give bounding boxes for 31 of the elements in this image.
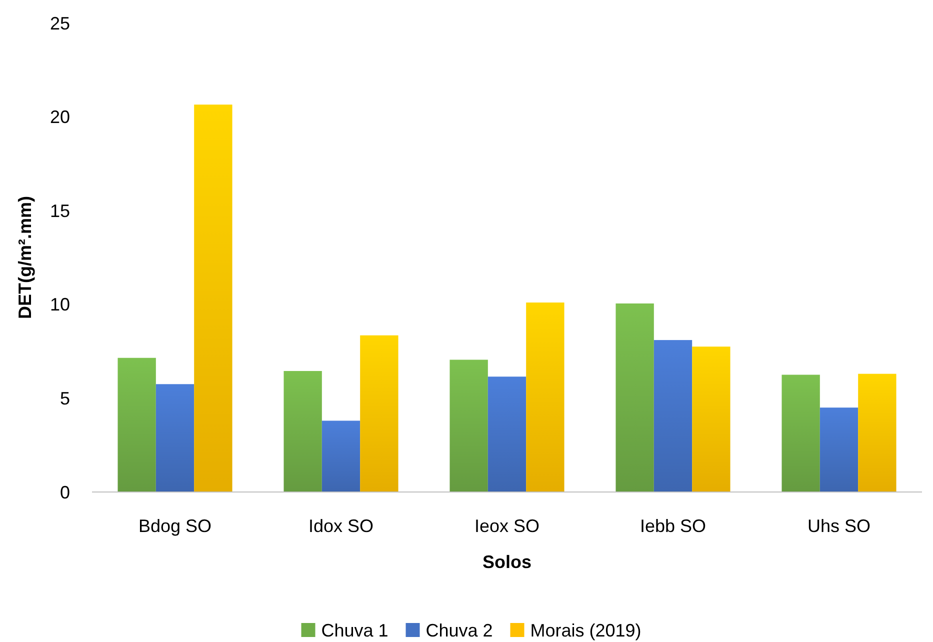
x-tick-label: Ieox SO bbox=[474, 516, 540, 536]
bar bbox=[692, 346, 730, 492]
y-tick-label: 15 bbox=[50, 200, 70, 221]
legend-label: Chuva 2 bbox=[426, 620, 493, 640]
bar bbox=[526, 302, 564, 492]
y-tick-label: 25 bbox=[50, 13, 70, 34]
bar bbox=[616, 303, 654, 492]
x-tick-label: Iebb SO bbox=[640, 516, 706, 536]
bar bbox=[488, 376, 526, 492]
x-axis-title: Solos bbox=[482, 552, 532, 572]
x-tick-label: Uhs SO bbox=[807, 516, 871, 536]
bar bbox=[322, 420, 360, 492]
y-tick-label: 0 bbox=[60, 482, 70, 502]
bar bbox=[284, 371, 322, 492]
legend-label: Morais (2019) bbox=[530, 620, 642, 640]
bar bbox=[782, 374, 820, 492]
bar bbox=[858, 374, 896, 492]
bar bbox=[820, 408, 858, 492]
bar bbox=[156, 384, 194, 492]
y-axis-title: DET(g/m².mm) bbox=[15, 196, 35, 319]
x-tick-label: Idox SO bbox=[308, 516, 374, 536]
bar bbox=[654, 340, 692, 492]
legend-label: Chuva 1 bbox=[321, 620, 388, 640]
bar bbox=[450, 360, 488, 492]
bar bbox=[194, 104, 232, 492]
y-tick-label: 20 bbox=[50, 107, 70, 128]
x-tick-label: Bdog SO bbox=[138, 516, 212, 536]
y-tick-label: 10 bbox=[50, 294, 70, 315]
bar bbox=[360, 335, 398, 492]
y-tick-label: 5 bbox=[60, 388, 70, 408]
bar bbox=[118, 358, 156, 492]
